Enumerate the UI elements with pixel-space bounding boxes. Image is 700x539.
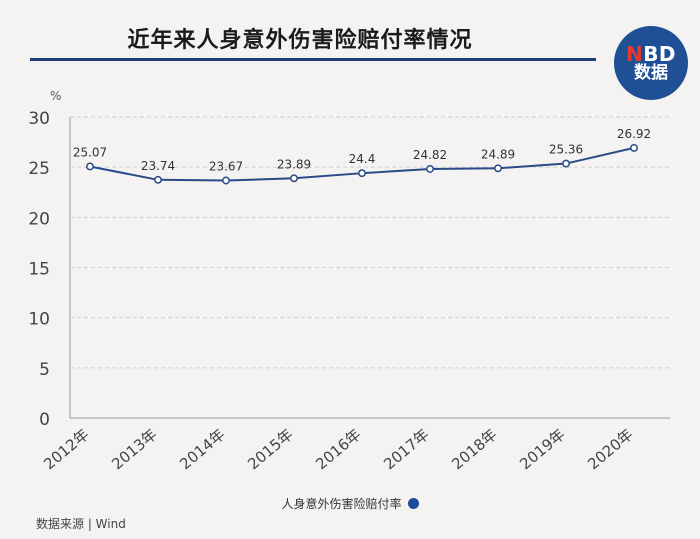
data-label: 25.36 xyxy=(549,143,583,157)
x-tick-label: 2015年 xyxy=(244,425,296,473)
data-point xyxy=(630,143,638,152)
x-tick-labels: 2012年 2013年 2014年 2015年 2016年 2017年 2018年 2019年… xyxy=(40,425,636,473)
y-tick-label: 15 xyxy=(28,260,50,280)
nbd-logo: NBD 数据 xyxy=(614,26,688,100)
x-tick-label: 2019年 xyxy=(516,425,568,473)
data-label: 26.92 xyxy=(617,127,651,141)
data-label: 25.07 xyxy=(73,145,107,159)
x-tick-label: 2020年 xyxy=(584,425,636,473)
x-tick-label: 2012年 xyxy=(40,425,92,473)
data-points xyxy=(86,143,638,185)
data-point xyxy=(562,159,570,168)
data-point xyxy=(426,165,434,173)
chart-title: 近年来人身意外伤害险赔付率情况 xyxy=(127,28,473,53)
grid-lines xyxy=(70,116,670,369)
y-axis-unit: % xyxy=(50,89,61,103)
data-label: 23.89 xyxy=(277,157,311,171)
logo-line1: NBD xyxy=(625,41,677,66)
data-label: 24.89 xyxy=(481,147,515,161)
y-tick-label: 10 xyxy=(28,310,50,330)
data-label: 24.82 xyxy=(413,148,447,162)
data-label: 23.67 xyxy=(209,160,243,174)
logo-accent-letter: N xyxy=(625,41,644,66)
legend: 人身意外伤害险赔付率 xyxy=(0,495,700,512)
x-tick-label: 2014年 xyxy=(176,425,228,473)
data-labels: 25.07 23.74 23.67 23.89 24.4 24.82 24.89 25.36 2… xyxy=(73,127,651,174)
data-point xyxy=(358,169,366,178)
data-point xyxy=(290,174,298,183)
x-tick-label: 2017年 xyxy=(380,425,432,473)
data-point xyxy=(154,175,162,184)
legend-label: 人身意外伤害险赔付率 xyxy=(281,497,402,511)
data-label: 23.74 xyxy=(141,159,175,173)
x-tick-label: 2018年 xyxy=(448,425,500,473)
y-tick-label: 30 xyxy=(28,109,50,129)
data-point xyxy=(494,164,502,173)
title-underline xyxy=(30,58,596,61)
legend-marker xyxy=(407,498,419,509)
data-point xyxy=(222,176,230,185)
y-tick-label: 0 xyxy=(39,410,50,430)
y-tick-labels: 0 5 10 15 20 25 30 xyxy=(28,109,50,430)
data-source: 数据来源 | Wind xyxy=(36,517,126,531)
y-tick-label: 25 xyxy=(28,159,50,179)
logo-line2: 数据 xyxy=(634,62,668,83)
data-label: 24.4 xyxy=(349,152,376,166)
logo-letters: BD xyxy=(643,41,677,66)
x-tick-label: 2013年 xyxy=(108,425,160,473)
y-tick-label: 20 xyxy=(28,209,50,229)
data-point xyxy=(86,162,94,171)
x-tick-label: 2016年 xyxy=(312,425,364,473)
y-tick-label: 5 xyxy=(39,360,50,380)
